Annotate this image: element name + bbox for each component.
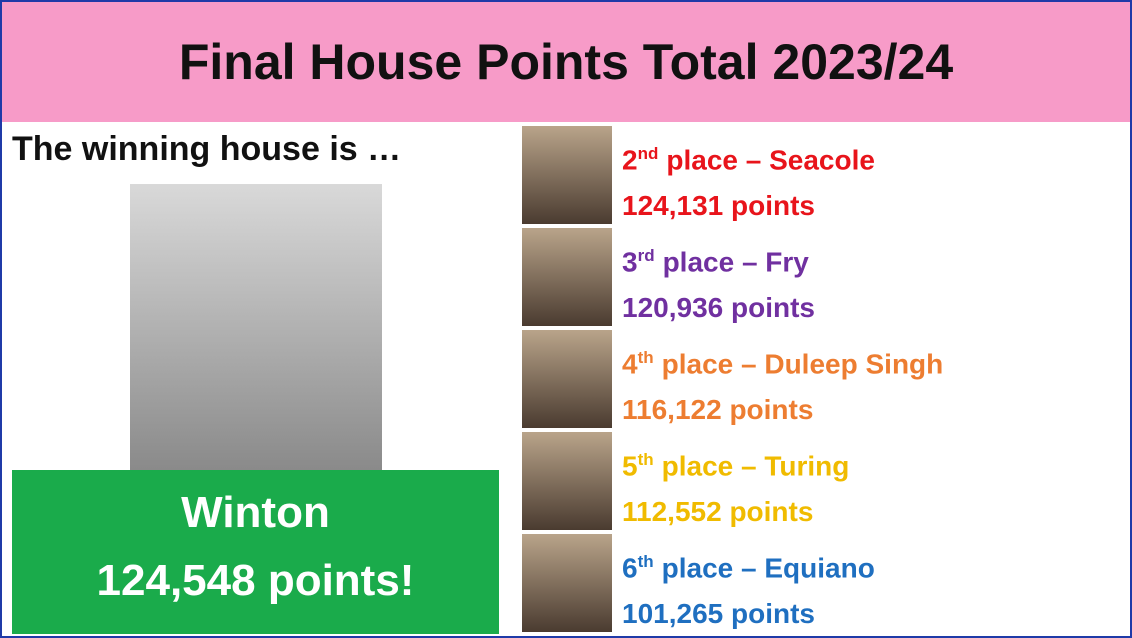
place-label: place – Equiano xyxy=(662,552,875,583)
place-suffix: rd xyxy=(638,246,655,265)
title: Final House Points Total 2023/24 xyxy=(179,33,953,91)
place-points: 116,122 points xyxy=(622,394,813,426)
place-points: 124,131 points xyxy=(622,190,815,222)
place-title: 2nd place – Seacole xyxy=(622,144,875,176)
slide: Final House Points Total 2023/24 The win… xyxy=(0,0,1132,638)
winner-photo xyxy=(130,184,382,470)
place-label: place – Duleep Singh xyxy=(662,348,944,379)
place-title: 6th place – Equiano xyxy=(622,552,875,584)
place-suffix: nd xyxy=(638,144,659,163)
place-number: 6 xyxy=(622,552,638,583)
place-points: 101,265 points xyxy=(622,598,815,630)
portrait xyxy=(522,432,612,530)
place-points: 112,552 points xyxy=(622,496,813,528)
winner-box: Winton 124,548 points! xyxy=(12,470,499,634)
place-number: 4 xyxy=(622,348,638,379)
intro-text: The winning house is … xyxy=(12,130,401,169)
place-title: 5th place – Turing xyxy=(622,450,849,482)
place-points: 120,936 points xyxy=(622,292,815,324)
portrait xyxy=(522,228,612,326)
place-label: place – Seacole xyxy=(666,144,875,175)
portrait xyxy=(522,330,612,428)
winner-house: Winton xyxy=(12,488,499,538)
place-number: 5 xyxy=(622,450,638,481)
place-number: 2 xyxy=(622,144,638,175)
place-suffix: th xyxy=(638,348,654,367)
place-label: place – Turing xyxy=(662,450,850,481)
place-suffix: th xyxy=(638,552,654,571)
place-suffix: th xyxy=(638,450,654,469)
header: Final House Points Total 2023/24 xyxy=(2,2,1130,122)
portrait xyxy=(522,534,612,632)
place-number: 3 xyxy=(622,246,638,277)
place-title: 3rd place – Fry xyxy=(622,246,809,278)
place-label: place – Fry xyxy=(663,246,809,277)
place-title: 4th place – Duleep Singh xyxy=(622,348,943,380)
portrait xyxy=(522,126,612,224)
winner-points: 124,548 points! xyxy=(12,556,499,606)
